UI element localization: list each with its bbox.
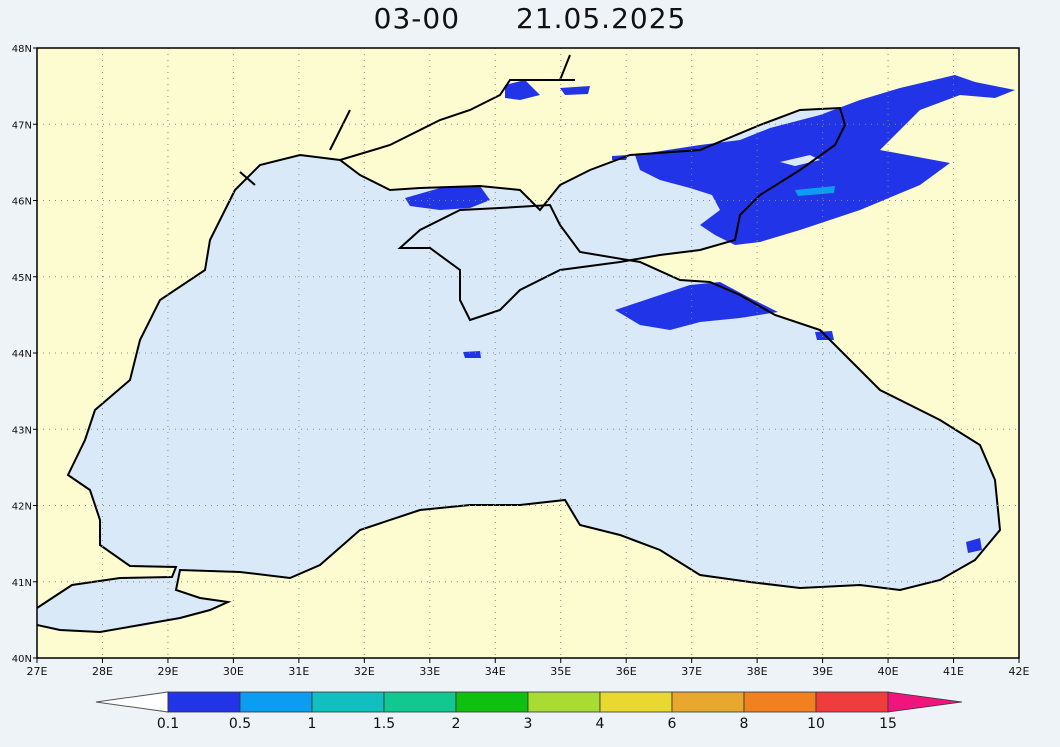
lat-tick-label: 44N: [12, 349, 32, 360]
wave-patch-karkinit: [405, 186, 490, 210]
colorbar-segment: [527, 691, 601, 713]
lat-tick-label: 48N: [12, 44, 32, 55]
colorbar-segment: [311, 691, 385, 713]
coastline: [37, 106, 1002, 634]
colorbar-label: 0.5: [229, 716, 251, 732]
lon-tick-label: 31E: [288, 665, 309, 678]
lon-tick-label: 33E: [419, 665, 440, 678]
wave-patch-north-2: [560, 86, 590, 95]
lon-tick-label: 34E: [485, 665, 506, 678]
lat-tick-label: 41N: [12, 578, 32, 589]
lon-tick-label: 40E: [878, 665, 899, 678]
colorbar: 0.1 0.5 1 1.5 2 3 4 6 8 10 15: [95, 691, 963, 732]
black-sea-field: [37, 108, 1000, 632]
lat-axis: 40N 41N 42N 43N 44N 45N 46N 47N 48N: [12, 44, 37, 665]
colorbar-label: 4: [596, 716, 605, 732]
colorbar-segment: [599, 691, 673, 713]
lon-tick-label: 28E: [92, 665, 113, 678]
lon-tick-label: 27E: [27, 665, 48, 678]
lon-tick-label: 32E: [354, 665, 375, 678]
lat-tick-label: 45N: [12, 273, 32, 284]
lon-tick-label: 29E: [157, 665, 178, 678]
lat-tick-label: 43N: [12, 425, 32, 436]
colorbar-under-triangle: [95, 691, 169, 713]
lon-tick-label: 37E: [681, 665, 702, 678]
lon-tick-label: 38E: [747, 665, 768, 678]
wave-patch-small-3: [966, 538, 982, 553]
colorbar-segment: [239, 691, 313, 713]
colorbar-segment: [167, 691, 241, 713]
wave-patch-azov-gap: [780, 155, 820, 166]
lat-tick-label: 40N: [12, 654, 32, 665]
wave-patch-north: [505, 80, 540, 100]
map-title: 03-00 21.05.2025: [0, 2, 1060, 42]
lon-tick-label: 35E: [550, 665, 571, 678]
wave-patch-azov-light: [795, 186, 835, 196]
lat-tick-label: 46N: [12, 197, 32, 208]
lon-tick-label: 36E: [616, 665, 637, 678]
coastline-rivers: [239, 54, 575, 186]
colorbar-label: 8: [740, 716, 749, 732]
lon-tick-label: 42E: [1009, 665, 1030, 678]
lon-tick-label: 30E: [223, 665, 244, 678]
lon-tick-label: 41E: [943, 665, 964, 678]
lat-tick-label: 47N: [12, 120, 32, 131]
colorbar-segment: [455, 691, 529, 713]
title-time: 03-00: [373, 2, 461, 35]
lon-tick-label: 39E: [812, 665, 833, 678]
colorbar-segment: [383, 691, 457, 713]
colorbar-label: 3: [524, 716, 533, 732]
wave-patch-small-1: [463, 351, 481, 358]
colorbar-segment: [671, 691, 745, 713]
colorbar-label: 15: [879, 716, 897, 732]
title-date: 21.05.2025: [516, 2, 687, 35]
colorbar-segment: [743, 691, 817, 713]
colorbar-label: 10: [807, 716, 825, 732]
marmara-field: [40, 590, 225, 632]
colorbar-over-triangle: [887, 691, 963, 713]
colorbar-label: 1.5: [373, 716, 395, 732]
wave-patch-azov: [635, 75, 1015, 245]
lat-tick-label: 42N: [12, 502, 32, 513]
colorbar-label: 1: [308, 716, 317, 732]
lon-axis: 27E 28E 29E 30E 31E 32E 33E 34E 35E 36E 37E 38E 39E 4…: [27, 658, 1030, 678]
colorbar-segment: [815, 691, 889, 713]
colorbar-label: 0.1: [157, 716, 179, 732]
colorbar-label: 6: [668, 716, 677, 732]
colorbar-label: 2: [452, 716, 461, 732]
